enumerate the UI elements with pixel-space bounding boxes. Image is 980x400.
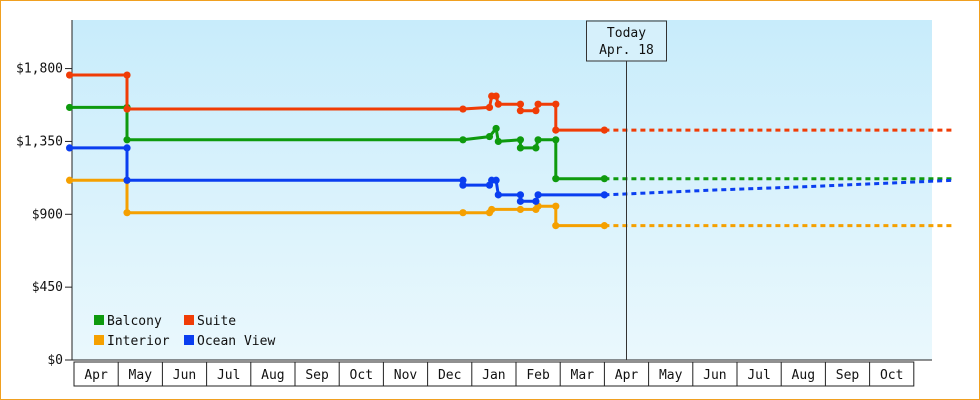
data-point[interactable]	[123, 105, 131, 113]
month-label: May	[129, 368, 153, 383]
data-point[interactable]	[485, 132, 494, 141]
series-interior	[65, 176, 954, 230]
month-label: Sep	[305, 368, 329, 383]
data-point[interactable]	[552, 126, 560, 134]
data-point[interactable]	[600, 191, 609, 199]
data-point[interactable]	[532, 197, 540, 205]
data-point[interactable]	[494, 137, 502, 146]
today-date: Apr. 18	[599, 43, 654, 58]
data-point[interactable]	[492, 124, 500, 133]
month-label: Oct	[880, 368, 903, 383]
legend-swatch	[94, 315, 104, 325]
month-label: Apr	[84, 368, 108, 383]
data-point[interactable]	[600, 126, 609, 134]
data-point[interactable]	[488, 205, 496, 214]
data-point[interactable]	[516, 144, 525, 152]
data-point[interactable]	[65, 71, 74, 79]
y-tick-label: $1,350	[16, 134, 63, 149]
data-point[interactable]	[534, 191, 542, 199]
data-point[interactable]	[123, 136, 131, 144]
data-point[interactable]	[459, 181, 467, 189]
today-callout	[586, 20, 667, 62]
month-label: Jun	[703, 368, 726, 383]
data-point[interactable]	[459, 209, 467, 217]
data-point[interactable]	[534, 100, 542, 108]
data-point[interactable]	[516, 205, 525, 214]
data-point[interactable]	[459, 136, 467, 144]
data-point[interactable]	[532, 144, 540, 152]
y-tick-label: $0	[47, 353, 63, 368]
month-label: Mar	[571, 368, 595, 383]
data-point[interactable]	[494, 100, 502, 108]
legend-label: Interior	[107, 334, 170, 349]
month-label: Jul	[217, 368, 240, 383]
legend-label: Suite	[197, 314, 236, 329]
series-balcony	[65, 103, 954, 183]
data-point[interactable]	[600, 222, 609, 230]
data-point[interactable]	[516, 136, 525, 144]
legend-item[interactable]: Suite	[184, 314, 236, 329]
data-point[interactable]	[552, 175, 560, 183]
month-label: Aug	[261, 368, 284, 383]
data-point[interactable]	[532, 107, 540, 115]
data-point[interactable]	[494, 191, 502, 199]
legend-item[interactable]: Ocean View	[184, 334, 275, 349]
month-label: Aug	[792, 368, 815, 383]
data-point[interactable]	[534, 136, 542, 144]
data-point[interactable]	[459, 105, 467, 113]
data-point[interactable]	[485, 103, 494, 112]
data-point[interactable]	[123, 209, 131, 217]
y-tick-label: $1,800	[16, 62, 63, 77]
month-label: Nov	[394, 368, 418, 383]
series-suite	[65, 71, 954, 134]
data-point[interactable]	[492, 176, 500, 184]
legend-swatch	[94, 335, 104, 345]
legend-label: Balcony	[107, 314, 162, 329]
data-point[interactable]	[123, 144, 131, 152]
month-label: Jun	[173, 368, 196, 383]
month-label: May	[659, 368, 683, 383]
data-point[interactable]	[123, 71, 131, 79]
data-point[interactable]	[552, 136, 560, 144]
data-point[interactable]	[516, 100, 525, 108]
month-label: Jul	[747, 368, 770, 383]
data-point[interactable]	[516, 107, 525, 115]
data-point[interactable]	[552, 222, 560, 230]
legend-label: Ocean View	[197, 334, 275, 349]
plot-background	[72, 20, 932, 360]
series-forecast-line	[604, 178, 954, 197]
legend-swatch	[184, 315, 194, 325]
legend-swatch	[184, 335, 194, 345]
data-point[interactable]	[552, 202, 560, 210]
month-label: Jan	[482, 368, 505, 383]
month-label: Oct	[350, 368, 373, 383]
data-point[interactable]	[65, 144, 74, 152]
data-point[interactable]	[516, 191, 525, 199]
month-label: Sep	[836, 368, 860, 383]
month-label: Feb	[526, 368, 550, 383]
data-point[interactable]	[65, 176, 74, 184]
today-label: Today	[607, 26, 646, 41]
legend-item[interactable]: Interior	[94, 334, 170, 349]
data-point[interactable]	[492, 92, 500, 100]
legend-item[interactable]: Balcony	[94, 314, 162, 329]
month-label: Dec	[438, 368, 461, 383]
y-tick-label: $450	[32, 280, 63, 295]
data-point[interactable]	[123, 176, 131, 184]
data-point[interactable]	[552, 100, 560, 108]
month-label: Apr	[615, 368, 639, 383]
series-ocean-view	[65, 144, 954, 205]
month-axis-strip	[73, 361, 915, 387]
data-point[interactable]	[516, 197, 525, 205]
data-point[interactable]	[600, 175, 609, 183]
y-tick-label: $900	[32, 207, 63, 222]
data-point[interactable]	[65, 103, 74, 112]
